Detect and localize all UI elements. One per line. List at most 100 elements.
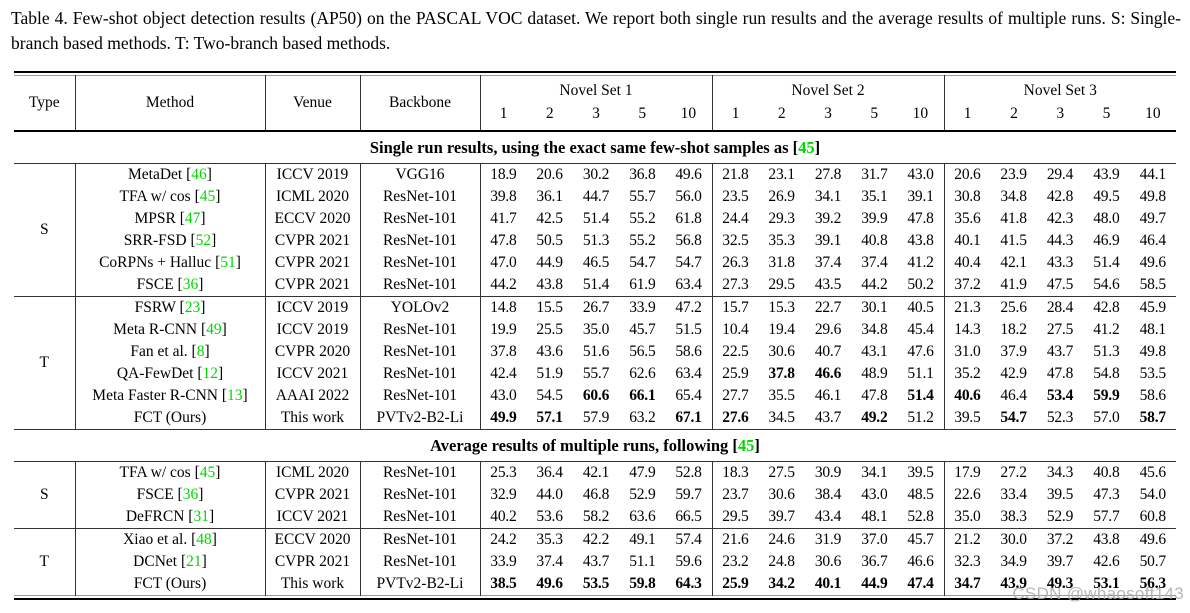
score-cell: 53.4 <box>1046 387 1074 404</box>
score-cell: 41.8 <box>1000 210 1027 227</box>
citation-link[interactable]: 48 <box>196 531 212 548</box>
citation-link[interactable]: 8 <box>196 343 205 360</box>
score-cell: 27.8 <box>814 166 842 183</box>
score-cell: 42.1 <box>582 464 610 481</box>
method-column-header: Method <box>74 75 265 132</box>
table-row: Meta Faster R-CNN [13] AAAI 2022 ResNet-10… <box>14 385 1176 407</box>
score-cell: 37.2 <box>1036 528 1084 551</box>
section-band: Average results of multiple runs, follow… <box>14 429 1176 462</box>
citation-link[interactable]: 49 <box>206 321 222 338</box>
backbone-cell: ResNet-101 <box>359 506 480 529</box>
score-cell: 49.7 <box>1139 210 1167 227</box>
score-cell: 66.1 <box>629 387 656 404</box>
citation-link[interactable]: 45 <box>199 188 216 205</box>
venue-column-header: Venue <box>264 75 360 132</box>
backbone-cell: ResNet-101 <box>359 363 480 385</box>
venue-cell: CVPR 2021 <box>264 252 360 274</box>
venue-cell: CVPR 2021 <box>264 230 360 252</box>
score-cell: 41.5 <box>1000 232 1027 249</box>
score-cell: 27.7 <box>711 385 759 407</box>
score-cell: 45.7 <box>629 321 656 338</box>
backbone-cell: ResNet-101 <box>359 252 480 274</box>
citation-link[interactable]: 23 <box>184 299 201 316</box>
type-cell: S <box>39 486 49 503</box>
citation-link[interactable]: 36 <box>182 276 199 293</box>
score-cell: 36.4 <box>536 464 563 481</box>
citation-link[interactable]: 52 <box>195 232 212 249</box>
score-cell: 31.7 <box>861 166 888 183</box>
citation-link[interactable]: 31 <box>193 508 209 525</box>
score-cell: 53.1 <box>1093 575 1120 592</box>
score-cell: 14.8 <box>479 296 527 319</box>
score-cell: 52.8 <box>675 464 702 481</box>
score-cell: 42.4 <box>479 363 527 385</box>
citation-link[interactable]: 45 <box>798 137 815 157</box>
citation-link[interactable]: 51 <box>220 254 236 271</box>
venue-cell: ICCV 2019 <box>264 163 360 186</box>
method-cell: FCT (Ours) <box>74 573 265 596</box>
table-row: FSCE [36] CVPR 2021 ResNet-101 44.2 43.8 51.4… <box>14 274 1176 297</box>
score-cell: 35.3 <box>768 232 795 249</box>
score-cell: 37.8 <box>768 365 795 382</box>
score-cell: 50.7 <box>1139 553 1167 570</box>
score-cell: 35.3 <box>526 528 573 551</box>
score-cell: 42.5 <box>536 210 563 227</box>
score-cell: 40.4 <box>943 252 991 274</box>
score-cell: 49.1 <box>619 528 666 551</box>
shot-count-header: 5 <box>1102 105 1111 122</box>
shot-count-header: 2 <box>777 105 786 122</box>
score-cell: 64.3 <box>675 575 702 592</box>
citation-link[interactable]: 46 <box>191 166 207 183</box>
score-cell: 59.9 <box>1093 387 1120 404</box>
citation-link[interactable]: 45 <box>737 435 755 455</box>
citation-link[interactable]: 13 <box>227 387 243 404</box>
method-cell: Xiao et al. [48] <box>74 528 265 551</box>
method-cell: TFA w/ cos [45] <box>74 461 265 484</box>
score-cell: 39.9 <box>861 210 888 227</box>
score-cell: 39.2 <box>814 210 842 227</box>
table-row: S MetaDet [46] ICCV 2019 VGG16 18.9 20.6 30.2 3… <box>14 163 1176 238</box>
score-cell: 44.1 <box>1139 166 1167 183</box>
citation-link[interactable]: 21 <box>186 553 202 570</box>
score-cell: 30.6 <box>768 486 795 503</box>
method-cell: DeFRCN [31] <box>74 506 265 529</box>
score-cell: 30.2 <box>582 166 610 183</box>
score-cell: 32.9 <box>479 484 527 506</box>
section-average-runs: Average results of multiple runs, follow… <box>14 429 1176 596</box>
score-cell: 49.8 <box>1139 188 1167 205</box>
score-cell: 40.6 <box>943 385 991 407</box>
score-cell: 37.0 <box>851 528 898 551</box>
score-cell: 41.7 <box>479 208 527 230</box>
score-cell: 39.5 <box>1046 486 1074 503</box>
score-cell: 43.9 <box>1000 575 1027 592</box>
citation-link[interactable]: 45 <box>199 464 216 481</box>
citation-link[interactable]: 12 <box>202 365 219 382</box>
score-cell: 36.1 <box>536 188 563 205</box>
score-cell: 46.4 <box>1139 232 1167 249</box>
venue-cell: ECCV 2020 <box>264 528 360 551</box>
score-cell: 43.8 <box>536 276 563 293</box>
score-cell: 42.2 <box>572 528 620 551</box>
method-cell: FSCE [36] <box>74 274 265 297</box>
backbone-cell: ResNet-101 <box>359 319 480 341</box>
score-cell: 49.9 <box>479 407 527 430</box>
venue-cell: ICCV 2021 <box>264 363 360 385</box>
score-cell: 61.9 <box>629 276 656 293</box>
citation-link[interactable]: 36 <box>182 486 199 503</box>
score-cell: 40.2 <box>479 506 527 529</box>
score-cell: 53.6 <box>536 508 563 525</box>
citation-link[interactable]: 47 <box>184 210 201 227</box>
score-cell: 59.8 <box>629 575 656 592</box>
table-row: DeFRCN [31] ICCV 2021 ResNet-101 40.2 53.6 58… <box>14 506 1176 529</box>
venue-cell: ICML 2020 <box>264 461 360 484</box>
score-cell: 35.2 <box>943 363 991 385</box>
score-cell: 57.7 <box>1093 508 1120 525</box>
score-cell: 43.6 <box>536 343 563 360</box>
score-cell: 54.6 <box>1093 276 1120 293</box>
backbone-cell: ResNet-101 <box>359 208 480 230</box>
score-cell: 54.7 <box>675 254 702 271</box>
score-cell: 37.4 <box>536 553 563 570</box>
score-cell: 30.8 <box>943 186 991 208</box>
score-cell: 33.9 <box>619 296 666 319</box>
shot-counts: 1 2 3 5 10 <box>481 102 712 126</box>
